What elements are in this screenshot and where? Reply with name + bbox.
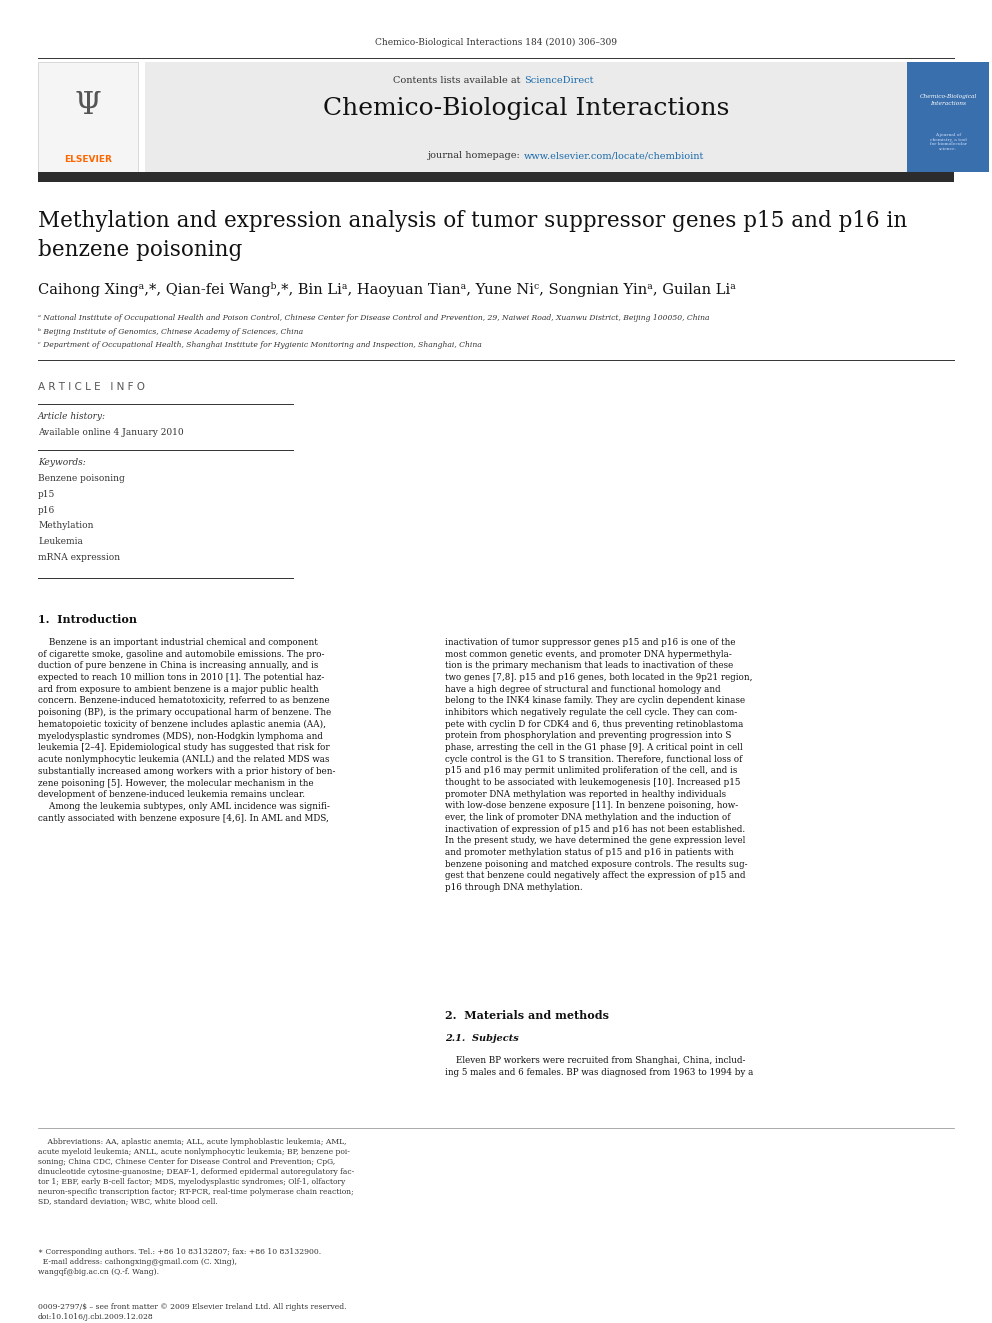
Text: Ψ: Ψ: [74, 90, 101, 120]
Text: ELSEVIER: ELSEVIER: [64, 156, 112, 164]
Text: Contents lists available at: Contents lists available at: [394, 75, 524, 85]
Bar: [145, 62, 907, 172]
Text: www.elsevier.com/locate/chembioint: www.elsevier.com/locate/chembioint: [524, 152, 704, 160]
Text: A R T I C L E   I N F O: A R T I C L E I N F O: [38, 382, 145, 392]
Text: A journal of
chemistry, a tool
for biomolecular
science.: A journal of chemistry, a tool for biomo…: [930, 134, 966, 151]
Bar: [38, 62, 138, 172]
Text: p16: p16: [38, 505, 56, 515]
Text: Article history:: Article history:: [38, 411, 106, 421]
Text: ᶜ Department of Occupational Health, Shanghai Institute for Hygienic Monitoring : ᶜ Department of Occupational Health, Sha…: [38, 341, 482, 349]
Text: Keywords:: Keywords:: [38, 458, 85, 467]
Text: ScienceDirect: ScienceDirect: [524, 75, 593, 85]
Bar: [907, 62, 989, 172]
Text: Leukemia: Leukemia: [38, 537, 83, 546]
Text: inactivation of tumor suppressor genes p15 and p16 is one of the
most common gen: inactivation of tumor suppressor genes p…: [445, 638, 753, 892]
Text: Chemico-Biological Interactions: Chemico-Biological Interactions: [322, 97, 729, 119]
Text: 2.  Materials and methods: 2. Materials and methods: [445, 1009, 609, 1021]
Text: 0009-2797/$ – see front matter © 2009 Elsevier Ireland Ltd. All rights reserved.: 0009-2797/$ – see front matter © 2009 El…: [38, 1303, 346, 1320]
Text: p15: p15: [38, 490, 56, 499]
Text: journal homepage:: journal homepage:: [429, 152, 524, 160]
Text: 1.  Introduction: 1. Introduction: [38, 614, 137, 624]
Text: ∗ Corresponding authors. Tel.: +86 10 83132807; fax: +86 10 83132900.
  E-mail a: ∗ Corresponding authors. Tel.: +86 10 83…: [38, 1248, 321, 1275]
Text: mRNA expression: mRNA expression: [38, 553, 120, 562]
Text: Available online 4 January 2010: Available online 4 January 2010: [38, 429, 184, 437]
Text: Abbreviations: AA, aplastic anemia; ALL, acute lymphoblastic leukemia; AML,
acut: Abbreviations: AA, aplastic anemia; ALL,…: [38, 1138, 354, 1205]
Text: Benzene is an important industrial chemical and component
of cigarette smoke, ga: Benzene is an important industrial chemi…: [38, 638, 335, 823]
Text: Methylation and expression analysis of tumor suppressor genes p15 and p16 in
ben: Methylation and expression analysis of t…: [38, 210, 908, 261]
Text: Chemico-Biological
Interactions: Chemico-Biological Interactions: [920, 94, 977, 106]
Text: Methylation: Methylation: [38, 521, 93, 531]
Text: Chemico-Biological Interactions 184 (2010) 306–309: Chemico-Biological Interactions 184 (201…: [375, 38, 617, 48]
Text: Caihong Xingᵃ,*, Qian-fei Wangᵇ,*, Bin Liᵃ, Haoyuan Tianᵃ, Yune Niᶜ, Songnian Yi: Caihong Xingᵃ,*, Qian-fei Wangᵇ,*, Bin L…: [38, 282, 736, 296]
Bar: [38, 172, 954, 183]
Text: ᵃ National Institute of Occupational Health and Poison Control, Chinese Center f: ᵃ National Institute of Occupational Hea…: [38, 314, 709, 321]
Text: Eleven BP workers were recruited from Shanghai, China, includ-
ing 5 males and 6: Eleven BP workers were recruited from Sh…: [445, 1056, 753, 1077]
Text: Benzene poisoning: Benzene poisoning: [38, 474, 125, 483]
Text: ᵇ Beijing Institute of Genomics, Chinese Academy of Sciences, China: ᵇ Beijing Institute of Genomics, Chinese…: [38, 328, 304, 336]
Text: 2.1.  Subjects: 2.1. Subjects: [445, 1035, 519, 1043]
